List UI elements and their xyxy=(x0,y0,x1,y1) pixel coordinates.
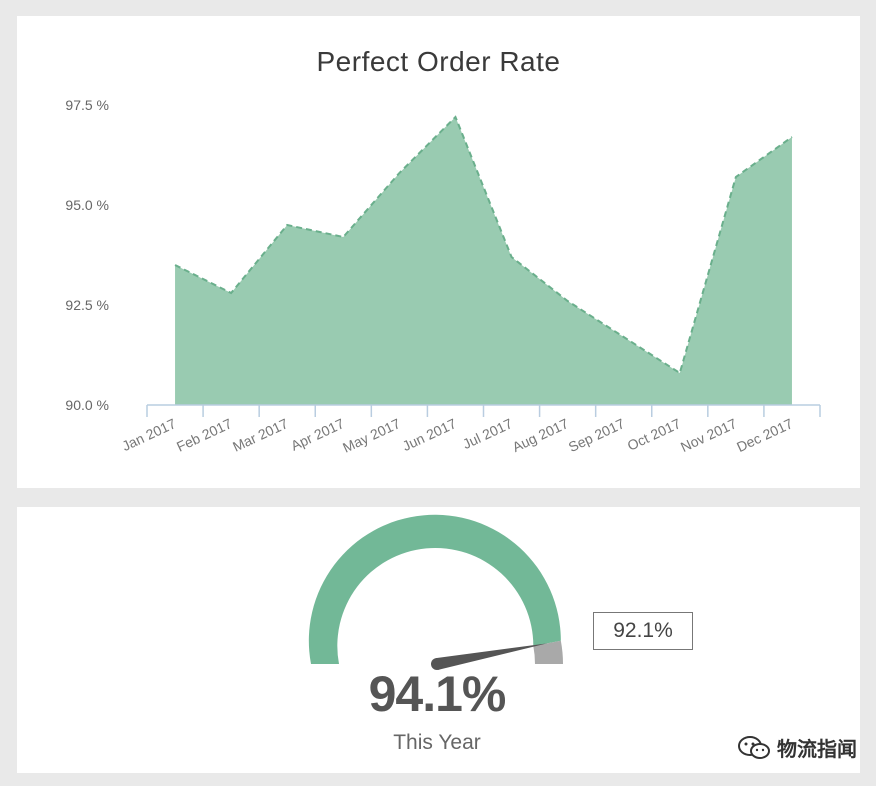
wechat-icon xyxy=(738,735,770,759)
chart-title: Perfect Order Rate xyxy=(316,46,561,77)
x-tick-label: Feb 2017 xyxy=(174,415,235,455)
x-tick-label: Jun 2017 xyxy=(400,415,459,454)
gauge-needle xyxy=(435,643,548,670)
y-tick-label: 97.5 % xyxy=(65,97,109,113)
x-tick-label: Apr 2017 xyxy=(288,415,346,454)
x-tick-label: Mar 2017 xyxy=(230,415,291,455)
y-tick-label: 95.0 % xyxy=(65,197,109,213)
gauge-value-arc xyxy=(308,514,561,664)
gauge-panel: 94.1% This Year 92.1% 物流指闻 xyxy=(17,507,860,773)
x-tick-label: Aug 2017 xyxy=(510,415,571,455)
x-tick-label: Dec 2017 xyxy=(734,415,795,455)
watermark-text: 物流指闻 xyxy=(777,739,857,761)
watermark: 物流指闻 xyxy=(737,733,857,762)
x-tick-label: Jul 2017 xyxy=(460,415,515,452)
area-fill xyxy=(175,117,792,405)
x-tick-label: Nov 2017 xyxy=(678,415,739,455)
x-tick-label: May 2017 xyxy=(340,415,403,456)
gauge-remainder-arc xyxy=(533,640,563,664)
series-line xyxy=(174,115,793,375)
x-tick-label: Sep 2017 xyxy=(566,415,627,455)
y-tick-label: 90.0 % xyxy=(65,397,109,413)
chart-panel: Perfect Order Rate Jan 2017 Feb 2017 Mar 2… xyxy=(17,16,860,488)
y-tick-label: 92.5 % xyxy=(65,297,109,313)
gauge-caption: This Year xyxy=(393,731,481,754)
x-tick-label: Jan 2017 xyxy=(119,415,178,454)
gauge-chart xyxy=(308,514,563,670)
target-value-box: 92.1% xyxy=(593,612,693,650)
gauge-value: 94.1% xyxy=(368,666,507,722)
gauge-needle-hub xyxy=(431,658,443,670)
x-tick-label: Oct 2017 xyxy=(625,415,683,454)
